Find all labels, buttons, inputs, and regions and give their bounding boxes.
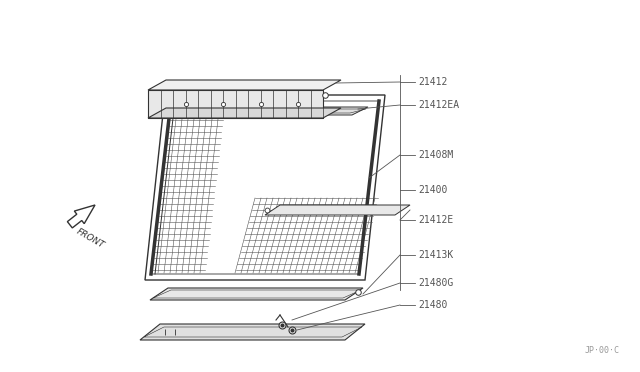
Polygon shape [148, 80, 341, 90]
Polygon shape [265, 205, 410, 215]
Text: 21412EA: 21412EA [418, 100, 459, 110]
Polygon shape [148, 90, 323, 118]
Text: JP·00·C: JP·00·C [585, 346, 620, 355]
Polygon shape [67, 205, 95, 228]
Polygon shape [145, 95, 385, 280]
Text: 21480G: 21480G [418, 278, 453, 288]
Polygon shape [148, 108, 341, 118]
Text: 21412: 21412 [418, 77, 447, 87]
Text: 21413K: 21413K [418, 250, 453, 260]
Text: 21412E: 21412E [418, 215, 453, 225]
Polygon shape [150, 288, 363, 300]
Polygon shape [140, 324, 365, 340]
Text: 21408M: 21408M [418, 150, 453, 160]
Text: FRONT: FRONT [74, 227, 106, 250]
Text: 21400: 21400 [418, 185, 447, 195]
Text: 21480: 21480 [418, 300, 447, 310]
Polygon shape [151, 101, 379, 274]
Polygon shape [162, 107, 368, 115]
